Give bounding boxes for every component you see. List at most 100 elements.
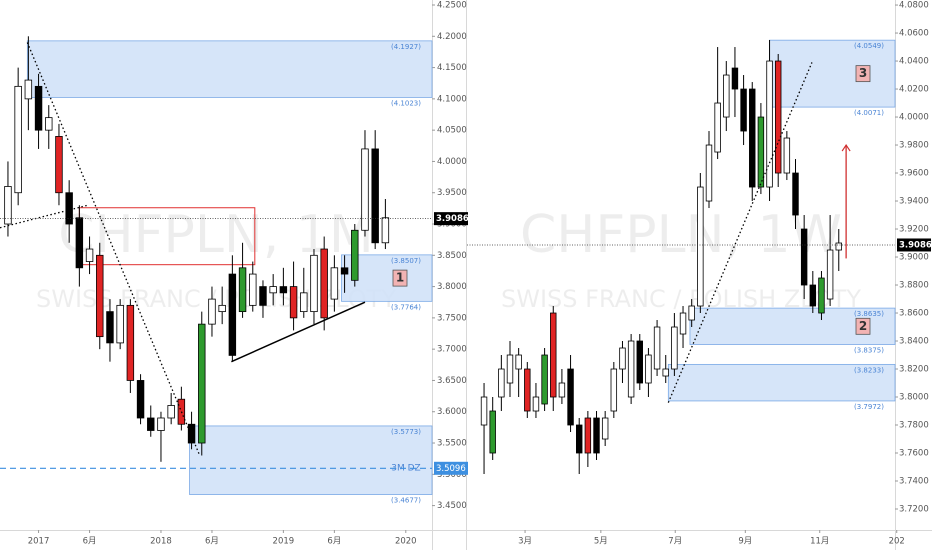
zone-bottom-label: (4.1023) — [391, 99, 421, 107]
y-tick-label: 3.9400 — [899, 197, 929, 207]
candle-body — [714, 102, 721, 153]
y-tick-label: 3.9800 — [899, 141, 929, 151]
x-tick-label: 7月 — [668, 537, 682, 547]
y-tick-label: 3.5500 — [437, 439, 467, 449]
candle-body — [498, 368, 505, 398]
candle-body — [126, 304, 135, 381]
candle-body — [558, 382, 566, 398]
zone — [189, 425, 433, 495]
candle-body — [532, 396, 540, 412]
candle-body — [279, 286, 288, 294]
candle-body — [147, 417, 155, 431]
y-tick-label: 3.8000 — [899, 393, 929, 403]
candle-body — [705, 144, 713, 202]
zone-bottom-label: (3.7764) — [391, 303, 421, 311]
candle-body — [320, 248, 328, 319]
candle-body — [800, 228, 808, 286]
y-tick-label: 4.2000 — [437, 32, 467, 42]
candle-body — [627, 340, 635, 398]
y-tick-label: 3.7800 — [899, 421, 929, 431]
candle-body — [55, 136, 63, 194]
y-tick-label: 3.7400 — [899, 477, 929, 487]
candle-body — [835, 242, 842, 251]
candle-body — [381, 217, 390, 244]
candle-body — [340, 267, 349, 275]
x-tick-label: 2020 — [395, 537, 417, 547]
zone-tag-box — [855, 65, 871, 83]
candle-body — [506, 354, 514, 384]
trend-line — [667, 62, 813, 403]
candle-body — [269, 286, 277, 294]
zone-tag-box — [855, 317, 871, 335]
candle-body — [593, 417, 600, 454]
candle-body — [766, 60, 773, 188]
candle-body — [208, 298, 216, 325]
candle-body — [75, 217, 84, 269]
candle-body — [106, 311, 114, 344]
y-tick-label: 4.0000 — [899, 113, 929, 123]
x-tick-label: 2017 — [28, 537, 50, 547]
zone-bottom-label: (3.7972) — [854, 403, 884, 411]
x-tick-label: 5月 — [594, 537, 608, 547]
y-tick-label: 4.0600 — [899, 29, 929, 39]
candle-body — [740, 88, 747, 132]
candle-body — [515, 354, 522, 370]
zone-bottom-label: (3.4677) — [391, 497, 421, 505]
candle-body — [567, 368, 574, 426]
y-tick-label: 3.7000 — [437, 345, 467, 355]
y-tick-label: 3.8600 — [899, 309, 929, 319]
zone — [689, 307, 896, 345]
candle-body — [14, 85, 22, 194]
candle-body — [818, 277, 825, 314]
candle-body — [116, 304, 124, 344]
candle-body — [228, 273, 237, 356]
candle-body — [24, 79, 33, 100]
candle-body — [351, 229, 359, 281]
candle-body — [601, 417, 609, 440]
candle-body — [792, 172, 799, 216]
candle-body — [688, 305, 695, 321]
candle-body — [157, 417, 165, 431]
zone-tag-box — [392, 269, 408, 287]
candle-body — [524, 368, 531, 412]
candle-body — [610, 368, 618, 412]
x-tick-label: 202 — [889, 537, 905, 547]
zone-top-label: (4.0549) — [854, 42, 884, 50]
zone-top-label: (3.8507) — [391, 257, 421, 265]
candle-body — [45, 117, 53, 131]
candle-body — [774, 60, 782, 174]
candle-body — [749, 88, 756, 188]
candle-body — [85, 248, 94, 262]
zone-top-label: (3.8233) — [854, 366, 884, 374]
y-tick-label: 4.1500 — [437, 63, 467, 73]
candle-body — [259, 286, 267, 306]
candle-body — [238, 267, 247, 313]
candle-body — [731, 67, 739, 90]
candle-body — [783, 137, 791, 174]
last-price-label: 3.9086 — [436, 214, 469, 224]
level-price-label: 3.5096 — [436, 464, 466, 474]
candle-body — [662, 368, 669, 377]
candle-body — [489, 410, 496, 454]
candle-body — [809, 284, 817, 307]
zone-tag: 2 — [859, 319, 867, 333]
watermark: CHFPLN, 1W — [520, 205, 842, 265]
y-tick-label: 3.9000 — [899, 253, 929, 263]
candle-body — [576, 424, 583, 454]
y-tick-label: 3.4500 — [437, 501, 467, 511]
candle-body — [671, 326, 678, 370]
zone-tag: 1 — [396, 271, 404, 285]
candle-body — [723, 74, 730, 118]
candle-body — [371, 148, 379, 244]
zone — [667, 363, 896, 402]
y-tick-label: 3.7600 — [899, 449, 929, 459]
candle-body — [187, 423, 196, 444]
candle-body — [300, 292, 308, 313]
candle-body — [826, 249, 834, 300]
y-tick-label: 3.6500 — [437, 376, 467, 386]
candle-body — [289, 286, 298, 319]
trend-line — [26, 42, 201, 456]
zone-bottom-label: (3.8375) — [854, 347, 884, 355]
x-tick-label: 2019 — [273, 537, 295, 547]
y-tick-label: 4.0400 — [899, 57, 929, 67]
